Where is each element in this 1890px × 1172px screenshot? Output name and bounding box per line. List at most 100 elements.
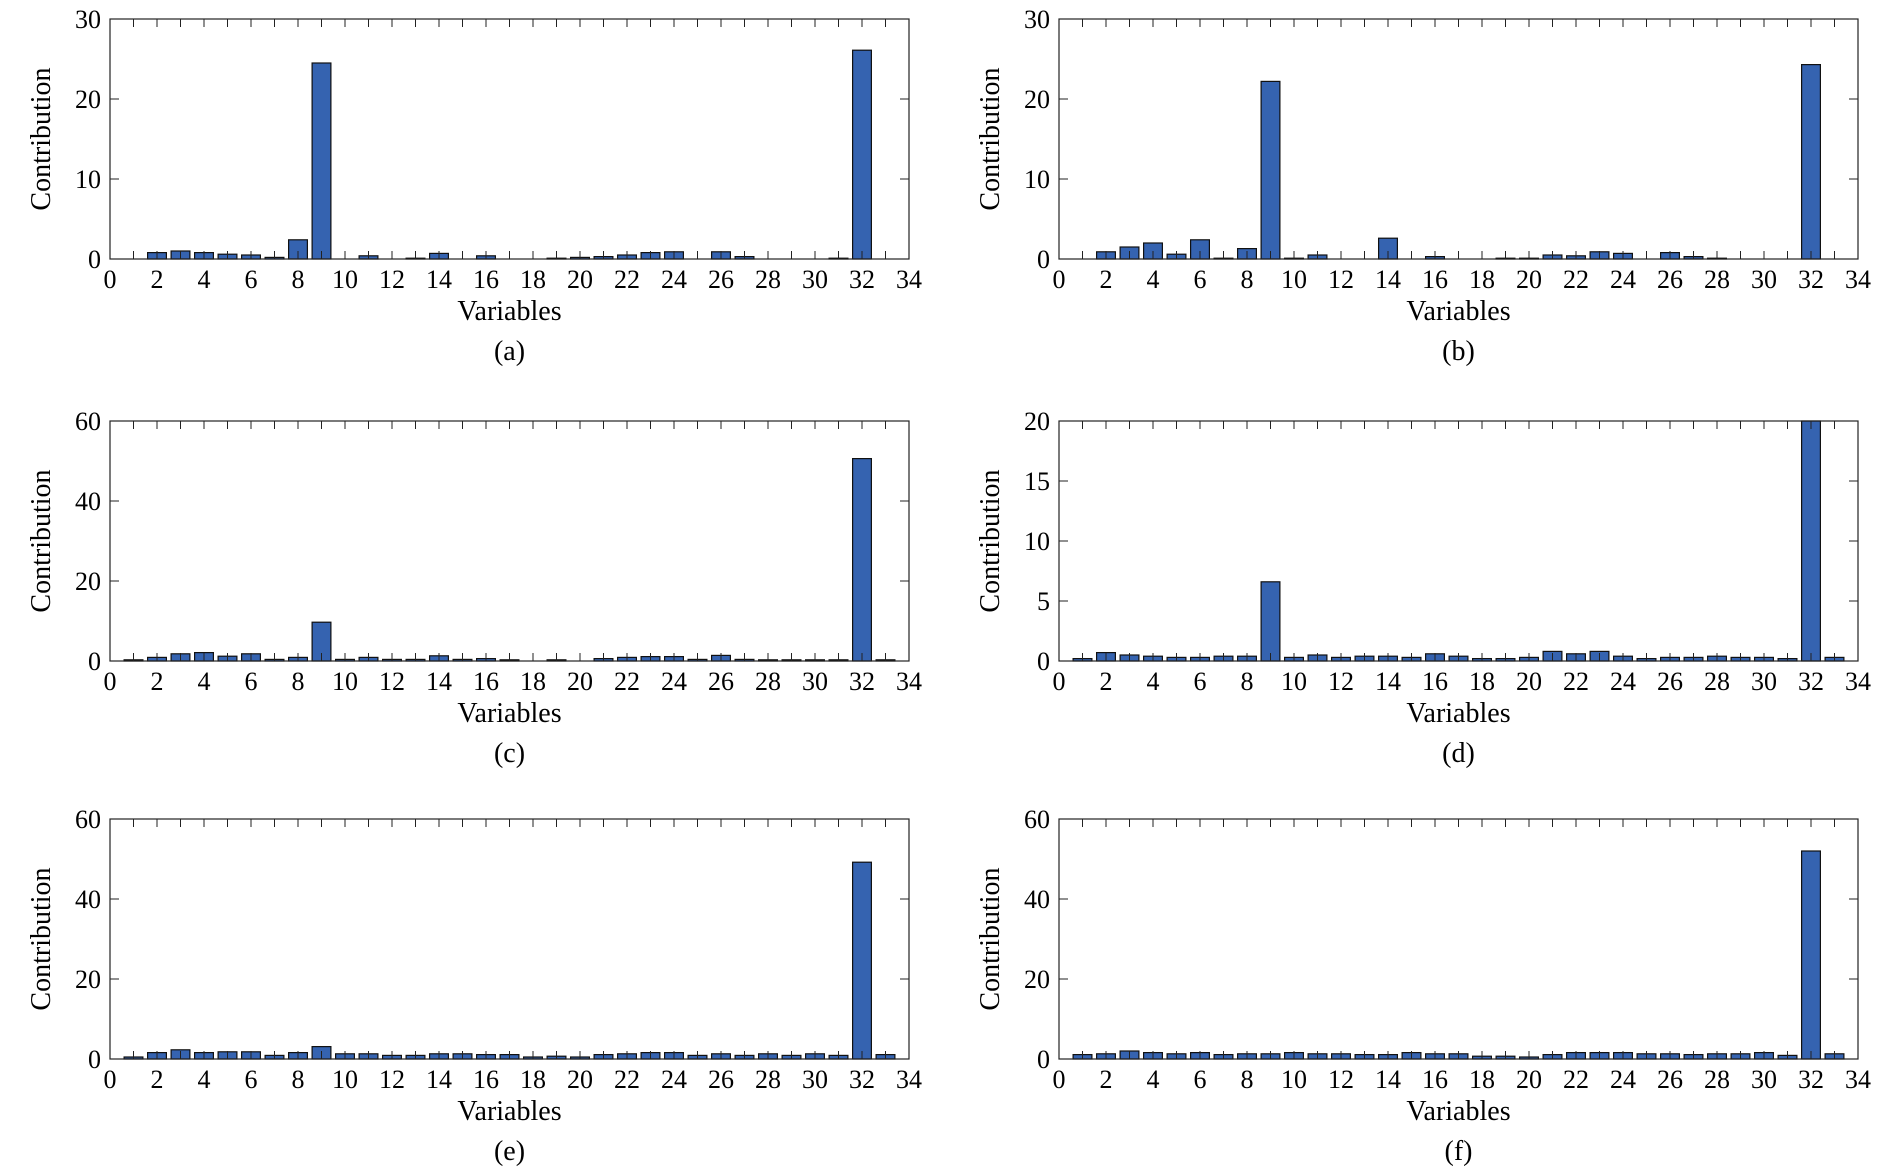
y-tick-label: 0 [1037, 647, 1050, 676]
x-tick-label: 12 [1328, 265, 1354, 294]
x-tick-label: 2 [151, 667, 164, 696]
y-tick-label: 0 [88, 1045, 101, 1074]
panel-label: (c) [494, 738, 525, 769]
x-tick-label: 30 [1751, 667, 1777, 696]
x-tick-label: 24 [1610, 1065, 1636, 1094]
x-tick-label: 20 [567, 265, 593, 294]
x-tick-label: 2 [1100, 265, 1113, 294]
x-tick-label: 26 [1657, 667, 1683, 696]
panel-label: (b) [1442, 336, 1475, 367]
x-tick-label: 8 [1241, 1065, 1254, 1094]
x-tick-label: 6 [1194, 1065, 1207, 1094]
x-tick-label: 22 [1563, 1065, 1589, 1094]
y-tick-label: 40 [75, 885, 101, 914]
x-tick-label: 16 [473, 265, 499, 294]
y-tick-label: 20 [75, 965, 101, 994]
x-tick-label: 20 [1516, 667, 1542, 696]
x-tick-label: 16 [1422, 667, 1448, 696]
x-tick-label: 26 [708, 265, 734, 294]
x-tick-label: 20 [567, 1065, 593, 1094]
x-tick-label: 8 [292, 667, 305, 696]
x-tick-label: 26 [708, 667, 734, 696]
x-tick-label: 30 [802, 265, 828, 294]
x-tick-label: 20 [567, 667, 593, 696]
y-tick-label: 60 [1024, 805, 1050, 834]
x-tick-label: 14 [426, 265, 452, 294]
panel-label: (f) [1445, 1136, 1473, 1167]
x-tick-label: 28 [755, 1065, 781, 1094]
x-tick-label: 24 [1610, 265, 1636, 294]
x-tick-label: 28 [755, 265, 781, 294]
x-tick-label: 0 [1053, 667, 1066, 696]
x-tick-label: 10 [1281, 667, 1307, 696]
chart-panel-a: 0 2 4 6 8 10 12 14 16 18 20 22 24 26 28 30 32 340102030Va… [26, 5, 922, 367]
x-tick-label: 4 [198, 1065, 211, 1094]
x-tick-label: 14 [1375, 1065, 1401, 1094]
x-tick-label: 8 [1241, 265, 1254, 294]
x-tick-label: 2 [151, 265, 164, 294]
x-tick-label: 0 [104, 667, 117, 696]
bar-32 [851, 861, 872, 1060]
y-axis-label: Contribution [26, 469, 57, 612]
plot-frame [1058, 818, 1859, 1060]
x-tick-label: 22 [614, 265, 640, 294]
y-tick-label: 40 [1024, 885, 1050, 914]
y-tick-label: 60 [75, 805, 101, 834]
x-tick-label: 32 [849, 1065, 875, 1094]
x-tick-label: 10 [1281, 1065, 1307, 1094]
x-tick-label: 2 [1100, 667, 1113, 696]
x-axis-label: Variables [1406, 296, 1510, 327]
y-axis-label: Contribution [975, 67, 1006, 210]
x-tick-label: 32 [1798, 667, 1824, 696]
x-tick-label: 6 [245, 1065, 258, 1094]
y-tick-label: 15 [1024, 467, 1050, 496]
x-tick-label: 8 [1241, 667, 1254, 696]
bar-32 [1800, 850, 1821, 1060]
chart-panel-c: 0 2 4 6 8 10 12 14 16 18 20 22 24 26 28 30 32 340204060Va… [26, 407, 922, 769]
x-tick-label: 4 [198, 265, 211, 294]
y-tick-label: 20 [1024, 407, 1050, 436]
y-tick-label: 60 [75, 407, 101, 436]
x-tick-label: 18 [1469, 265, 1495, 294]
bar-9 [1260, 80, 1281, 260]
y-tick-label: 40 [75, 487, 101, 516]
x-tick-label: 18 [1469, 1065, 1495, 1094]
chart-panel-f: 0 2 4 6 8 10 12 14 16 18 20 22 24 26 28 30 32 340204060Va… [975, 805, 1871, 1167]
x-tick-label: 22 [614, 1065, 640, 1094]
x-tick-label: 12 [1328, 667, 1354, 696]
chart-panel-b: 0 2 4 6 8 10 12 14 16 18 20 22 24 26 28 30 32 340102030Va… [975, 5, 1871, 367]
x-tick-label: 0 [1053, 1065, 1066, 1094]
x-tick-label: 22 [614, 667, 640, 696]
x-tick-label: 28 [1704, 1065, 1730, 1094]
x-tick-label: 8 [292, 1065, 305, 1094]
y-axis-label: Contribution [975, 469, 1006, 612]
x-tick-label: 28 [1704, 265, 1730, 294]
x-tick-label: 24 [1610, 667, 1636, 696]
y-tick-label: 0 [88, 647, 101, 676]
x-tick-label: 20 [1516, 1065, 1542, 1094]
x-tick-label: 20 [1516, 265, 1542, 294]
x-tick-label: 18 [520, 1065, 546, 1094]
y-tick-label: 20 [1024, 965, 1050, 994]
y-axis-label: Contribution [26, 867, 57, 1010]
bar-32 [1800, 63, 1821, 260]
x-tick-label: 22 [1563, 265, 1589, 294]
x-tick-label: 14 [426, 1065, 452, 1094]
x-tick-label: 32 [1798, 1065, 1824, 1094]
plot-frame [109, 420, 910, 662]
x-tick-label: 24 [661, 265, 687, 294]
y-tick-label: 20 [75, 567, 101, 596]
bar-32 [851, 49, 872, 260]
chart-panel-d: 0 2 4 6 8 10 12 14 16 18 20 22 24 26 28 30 32 3405101520V… [975, 407, 1871, 769]
x-tick-label: 34 [896, 667, 922, 696]
y-tick-label: 10 [1024, 165, 1050, 194]
x-tick-label: 12 [379, 265, 405, 294]
y-tick-label: 20 [75, 85, 101, 114]
x-tick-label: 18 [1469, 667, 1495, 696]
x-tick-label: 14 [1375, 265, 1401, 294]
x-tick-label: 4 [1147, 265, 1160, 294]
y-axis-label: Contribution [975, 867, 1006, 1010]
x-tick-label: 0 [104, 265, 117, 294]
x-tick-label: 4 [198, 667, 211, 696]
